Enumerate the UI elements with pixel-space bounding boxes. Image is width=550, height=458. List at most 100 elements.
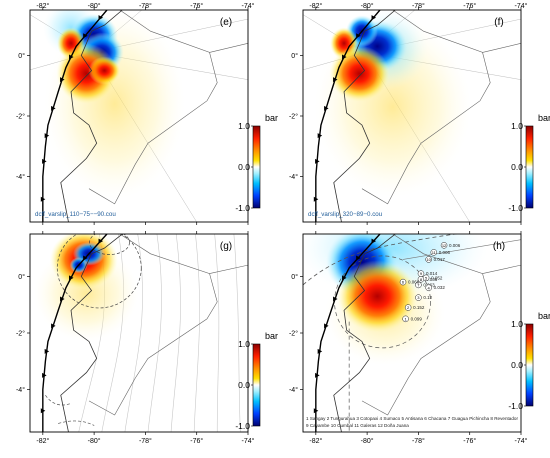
x-tick-label: -76° xyxy=(190,437,203,445)
x-tick-label: -78° xyxy=(412,2,425,10)
colorbar-h: bar 1.0 0.0 -1.0 xyxy=(508,311,550,411)
volcano-marker: 10 0.017 xyxy=(425,256,446,263)
volcano-marker-symbol xyxy=(415,294,422,301)
trench-line xyxy=(42,234,108,432)
trench-triangle xyxy=(342,54,347,60)
coastline xyxy=(333,10,396,222)
trench-triangle xyxy=(42,372,47,378)
colorbar-tick-label: 0.0 xyxy=(511,162,523,172)
trench-line xyxy=(42,10,108,222)
colorbar-unit: bar xyxy=(265,331,278,341)
x-tick-label: -78° xyxy=(412,437,425,445)
volcano-marker: 6 0.066 xyxy=(399,278,420,286)
trench-line xyxy=(315,234,381,432)
x-tick-label: -76° xyxy=(463,2,476,10)
volcano-marker-value: 0.036 xyxy=(426,277,438,282)
colorbar-unit: bar xyxy=(538,113,550,123)
trench-triangle xyxy=(371,15,377,21)
trench-triangle xyxy=(69,275,74,281)
trench-triangle xyxy=(333,77,338,83)
country-border xyxy=(482,43,521,53)
colorbar-g: bar 1.0 0.0 -1.0 xyxy=(235,331,278,431)
volcano-marker-value: 0.014 xyxy=(426,271,438,276)
volcano-marker: 5 0.052 xyxy=(422,274,443,282)
country-border xyxy=(209,43,248,53)
trench-triangle xyxy=(69,54,74,60)
trench-triangle xyxy=(315,158,320,164)
stress-contour xyxy=(147,234,162,432)
trench-triangle xyxy=(83,33,88,39)
colorbar-tick-label: 1.0 xyxy=(238,121,250,131)
trench-triangle xyxy=(333,296,338,302)
volcano-marker-number: 7 xyxy=(417,283,420,288)
trench-triangle xyxy=(83,255,88,261)
x-tick-label: -74° xyxy=(242,437,255,445)
panel-e: -82° -80° -78° -76° -74° 0° -2° -4° (e) dcff_vars… xyxy=(16,2,255,225)
country-border xyxy=(88,10,218,205)
trench-triangle xyxy=(40,196,46,202)
colorbar-unit: bar xyxy=(265,113,278,123)
volcano-marker-symbol xyxy=(415,281,422,289)
map-content xyxy=(303,10,521,222)
volcano-marker-symbol xyxy=(425,256,432,263)
trench-triangle xyxy=(60,296,65,302)
y-tick-label: -2° xyxy=(289,330,298,338)
x-tick-label: -80° xyxy=(361,437,374,445)
y-tick-label: 0° xyxy=(18,273,25,281)
volcano-marker: 12 0.006 xyxy=(440,242,461,249)
trench-triangle xyxy=(40,408,46,414)
x-tick-label: -74° xyxy=(515,437,528,445)
trench-triangle xyxy=(356,33,361,39)
colorbar-tick-label: 1.0 xyxy=(238,339,250,349)
trench-triangle xyxy=(51,105,56,111)
stress-lobe-positive xyxy=(337,260,418,333)
volcano-marker-value: 0.017 xyxy=(434,257,446,262)
trench-triangle xyxy=(60,77,65,83)
colorbar-unit: bar xyxy=(538,311,550,321)
x-tick-label: -82° xyxy=(36,2,49,10)
y-tick-label: -4° xyxy=(16,386,25,394)
coastline xyxy=(60,234,123,432)
volcano-marker: 11 0.006 xyxy=(430,249,451,256)
colorbar-tick-label: 0.0 xyxy=(238,380,250,390)
map-content: 120.006110.006100.01790.01480.03670.0636… xyxy=(303,234,521,432)
volcano-marker-symbol xyxy=(440,242,448,249)
trench-triangle xyxy=(317,133,323,139)
stress-contour xyxy=(214,234,220,432)
x-tick-label: -76° xyxy=(190,2,203,10)
volcano-markers: 120.006110.006100.01790.01480.03670.0636… xyxy=(399,242,461,323)
x-tick-label: -80° xyxy=(88,437,101,445)
volcano-marker-symbol xyxy=(399,278,407,286)
colorbar-tick-label: 0.0 xyxy=(238,162,250,172)
trench-triangle xyxy=(44,348,50,354)
colorbar-tick-label: -1.0 xyxy=(235,421,250,431)
x-tick-label: -78° xyxy=(139,437,152,445)
volcano-marker-number: 10 xyxy=(426,257,431,262)
panel-letter: (f) xyxy=(494,17,503,28)
stress-contour xyxy=(89,234,130,255)
y-tick-label: -2° xyxy=(289,113,298,121)
trench-triangle xyxy=(44,133,50,139)
x-tick-label: -82° xyxy=(309,437,322,445)
colorbar-e: bar 1.0 0.0 -1.0 xyxy=(235,113,278,213)
colorbar-ramp xyxy=(525,323,534,407)
panel-f: -82° -80° -78° -76° -74° 0° -2° -4° (f) dcff_vars… xyxy=(289,2,528,225)
colorbar-f: bar 1.0 0.0 -1.0 xyxy=(508,113,550,213)
volcano-marker-value: 0.099 xyxy=(411,316,423,321)
country-border xyxy=(482,264,521,274)
trench-triangle xyxy=(356,255,361,261)
trench-triangle xyxy=(313,196,319,202)
volcano-marker-number: 9 xyxy=(420,271,423,276)
trench-triangle xyxy=(342,275,347,281)
colorbar-ramp xyxy=(525,125,534,209)
x-tick-label: -76° xyxy=(463,437,476,445)
trench-triangle xyxy=(313,408,319,414)
trench-triangle xyxy=(51,323,56,329)
volcano-marker: 4 0.032 xyxy=(425,284,445,291)
stress-contour xyxy=(303,234,458,286)
panel-letter: (e) xyxy=(220,17,232,28)
colorbar-tick-label: -1.0 xyxy=(508,401,523,411)
x-tick-label: -80° xyxy=(361,2,374,10)
